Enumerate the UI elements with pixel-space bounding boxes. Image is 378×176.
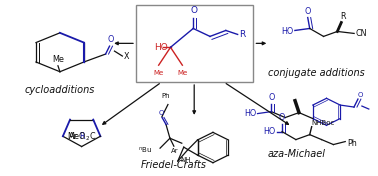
Text: aza-Michael: aza-Michael	[268, 149, 326, 159]
Text: X: X	[123, 52, 129, 61]
Text: O: O	[191, 6, 198, 15]
Text: CN: CN	[355, 29, 367, 38]
Text: Me: Me	[177, 70, 187, 76]
Text: Me: Me	[52, 55, 64, 64]
Text: Ph: Ph	[162, 93, 170, 99]
Text: $^n$Bu: $^n$Bu	[138, 145, 152, 155]
Text: NH: NH	[180, 157, 191, 163]
Text: O: O	[279, 113, 285, 122]
Text: Ph: Ph	[347, 139, 357, 148]
Text: HO: HO	[282, 27, 294, 36]
Text: Me: Me	[153, 70, 164, 76]
Text: R: R	[79, 132, 84, 141]
Text: O: O	[107, 35, 114, 44]
Text: O: O	[357, 92, 363, 98]
Text: R: R	[340, 12, 346, 21]
Text: cycloadditions: cycloadditions	[25, 85, 95, 95]
Text: O: O	[158, 110, 164, 116]
Bar	[136, 5, 253, 82]
Text: HO: HO	[244, 109, 257, 118]
Text: Friedel-Crafts: Friedel-Crafts	[141, 160, 206, 170]
Text: O: O	[268, 93, 274, 102]
Text: NHBoc: NHBoc	[312, 120, 335, 126]
Text: MeO$_2$C: MeO$_2$C	[67, 130, 96, 143]
Text: Ar: Ar	[69, 132, 77, 141]
Text: HO: HO	[263, 127, 275, 136]
Text: R: R	[240, 30, 246, 39]
Text: conjugate additions: conjugate additions	[268, 68, 365, 78]
Text: Ar: Ar	[171, 148, 179, 154]
Text: HO: HO	[154, 43, 167, 52]
Text: O: O	[305, 7, 311, 16]
